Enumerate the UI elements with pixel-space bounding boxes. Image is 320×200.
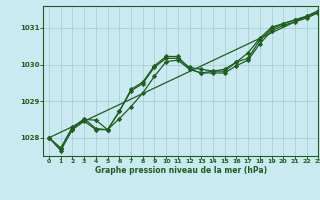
X-axis label: Graphe pression niveau de la mer (hPa): Graphe pression niveau de la mer (hPa) [95,166,267,175]
